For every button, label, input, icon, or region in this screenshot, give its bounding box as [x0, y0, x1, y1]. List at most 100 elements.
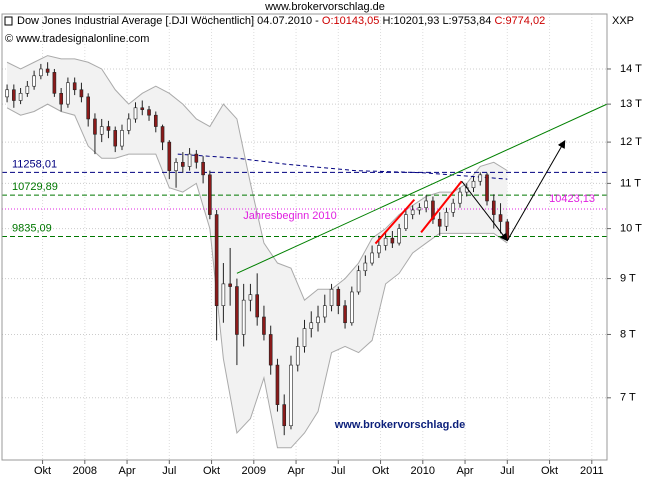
trend-line [236, 103, 608, 274]
candle-body [228, 283, 232, 287]
candle-body [410, 209, 415, 215]
candle-body [120, 130, 124, 147]
candle-body [241, 299, 246, 335]
x-tick-label: Okt [203, 465, 220, 477]
candle-body [397, 228, 401, 244]
y-tick-label: 11 T [620, 177, 641, 189]
candle-body [262, 316, 266, 335]
candle-body [390, 237, 395, 244]
y-tick-label: 8 T [620, 328, 636, 340]
candle-body [208, 174, 212, 215]
candle-body [153, 114, 158, 127]
candle-body [336, 288, 341, 307]
candle-body [383, 237, 388, 246]
x-tick-label: 2010 [411, 465, 435, 477]
candle-body [498, 214, 503, 222]
level-label: 10729,89 [12, 181, 58, 193]
candle-body [187, 153, 192, 167]
y-tick-label: 7 T [620, 392, 636, 404]
candle-body [289, 364, 293, 427]
average-line [177, 153, 508, 180]
candle-body [295, 346, 300, 366]
candle-body [350, 291, 354, 324]
candle-body [72, 82, 77, 91]
candle-body [25, 85, 30, 94]
candle-body [491, 200, 496, 215]
candle-body [201, 161, 205, 176]
candle-body [181, 161, 185, 167]
candle-body [45, 68, 50, 73]
x-tick-label: Apr [456, 465, 473, 477]
candle-body [32, 75, 36, 87]
candle-body [113, 130, 118, 147]
candle-body [485, 174, 489, 202]
header-name: Dow Jones Industrial Average [.DJI Wöche… [17, 15, 319, 27]
x-tick-label: 2009 [242, 465, 266, 477]
x-tick-label: Jul [500, 465, 514, 477]
candle-body [322, 305, 327, 318]
candle-body [5, 89, 9, 98]
candle-body [18, 93, 23, 101]
x-tick-label: Apr [287, 465, 304, 477]
candle-body [99, 126, 104, 135]
trend-line [374, 198, 416, 245]
candle-body [79, 89, 84, 98]
candle-body [451, 202, 456, 213]
level-label: 11258,01 [12, 158, 57, 170]
candle-body [106, 126, 111, 131]
candle-body [66, 82, 70, 105]
candle-body [59, 93, 63, 105]
x-tick-label: Jul [331, 465, 345, 477]
plot-frame [1, 13, 608, 461]
candle-body [356, 270, 361, 293]
candle-body [417, 207, 422, 211]
x-tick-label: Okt [372, 465, 389, 477]
header-open: O:10143,05 [322, 15, 380, 27]
header: Dow Jones Industrial Average [.DJI Wöche… [17, 15, 545, 27]
candle-body [52, 72, 57, 94]
candle-body [221, 283, 226, 307]
candle-body [377, 245, 381, 254]
candle-body [404, 214, 408, 229]
level-label: 9835,09 [12, 222, 52, 234]
candle-body [174, 161, 178, 171]
y-tick-label: 13 T [620, 98, 642, 110]
x-tick-label: 2011 [580, 465, 604, 477]
candle-body [458, 191, 462, 204]
candle-body [302, 328, 307, 347]
x-tick-label: Okt [34, 465, 51, 477]
candle-body [214, 214, 219, 307]
candle-body [424, 200, 428, 209]
copyright: © www.tradesignalonline.com [5, 33, 149, 45]
candle-body [126, 118, 131, 131]
candle-body [133, 107, 138, 120]
band-upper [6, 55, 508, 301]
y-tick-label: 10 T [620, 223, 642, 235]
candle-body [275, 364, 280, 405]
candle-body [471, 180, 476, 189]
candle-body [255, 294, 259, 318]
candle-body [268, 334, 273, 366]
candle-body [248, 294, 253, 301]
candle-body [194, 153, 199, 163]
chart-title: www.brokervorschlag.de [264, 1, 385, 13]
candle-body [160, 126, 165, 143]
candle-body [316, 316, 320, 324]
candle-body [505, 221, 510, 240]
x-tick-label: 2008 [73, 465, 97, 477]
candle-body [363, 262, 368, 272]
trend-line [506, 140, 566, 241]
candle-body [39, 68, 43, 77]
y-tick-label: 9 T [620, 272, 636, 284]
trend-line [420, 180, 463, 234]
candle-body [329, 288, 334, 307]
level-name: Jahresbeginn 2010 [243, 210, 337, 222]
x-tick-label: Apr [118, 465, 135, 477]
candle-body [444, 211, 449, 227]
candle-body [140, 107, 145, 110]
candle-icon [4, 16, 13, 26]
candle-body [343, 305, 347, 324]
candle-body [282, 404, 287, 427]
corner-label: XXP [612, 15, 634, 27]
